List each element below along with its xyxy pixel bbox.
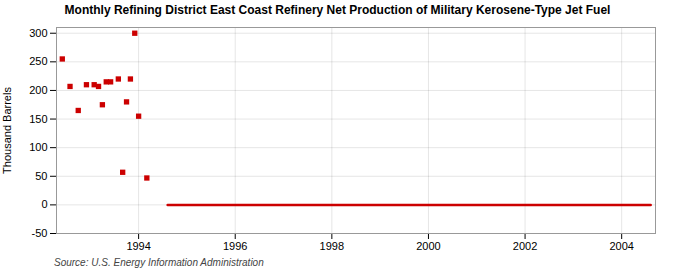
svg-text:1998: 1998 [320, 240, 344, 252]
svg-text:2004: 2004 [609, 240, 633, 252]
svg-text:1994: 1994 [126, 240, 150, 252]
svg-text:200: 200 [29, 84, 47, 96]
svg-text:100: 100 [29, 141, 47, 153]
svg-text:300: 300 [29, 27, 47, 39]
svg-text:2002: 2002 [513, 240, 537, 252]
html-text:Monthly Refining District East: Monthly Refining District East Coast Ref… [64, 3, 611, 17]
svg-text:2000: 2000 [416, 240, 440, 252]
svg-text:0: 0 [41, 198, 47, 210]
svg-text:250: 250 [29, 55, 47, 67]
svg-text:-50: -50 [32, 227, 48, 239]
html-text:Source: U.S. Energy Informatio: Source: U.S. Energy Information Administ… [54, 257, 264, 268]
svg-text:50: 50 [35, 170, 47, 182]
svg-text:1996: 1996 [223, 240, 247, 252]
svg-text:150: 150 [29, 113, 47, 125]
svg-text:Thousand Barrels: Thousand Barrels [1, 87, 13, 174]
